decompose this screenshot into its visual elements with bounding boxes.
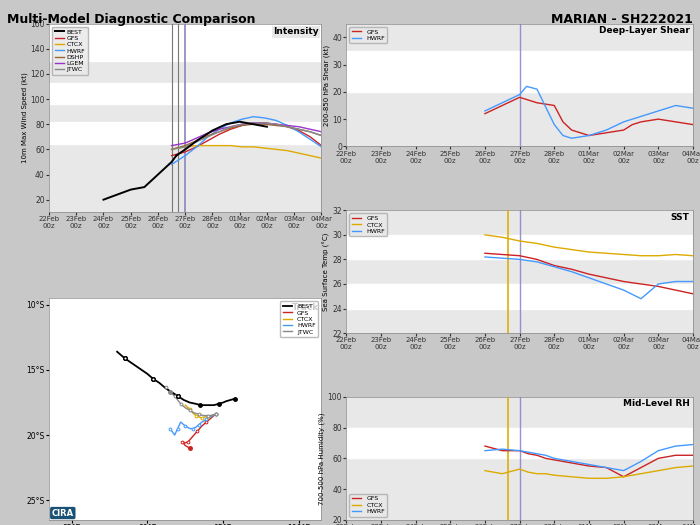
Bar: [49, 122, 321, 144]
Bar: [346, 428, 693, 458]
Bar: [49, 24, 321, 61]
Text: Multi-Model Diagnostic Comparison: Multi-Model Diagnostic Comparison: [7, 13, 256, 26]
Legend: GFS, HWRF: GFS, HWRF: [349, 27, 388, 44]
Text: Mid-Level RH: Mid-Level RH: [623, 400, 690, 408]
Y-axis label: 200-850 hPa Shear (kt): 200-850 hPa Shear (kt): [323, 45, 330, 125]
Text: MARIAN - SH222021: MARIAN - SH222021: [551, 13, 693, 26]
Text: Intensity: Intensity: [273, 27, 318, 36]
Bar: [346, 51, 693, 92]
Legend: GFS, CTCX, HWRF: GFS, CTCX, HWRF: [349, 494, 388, 517]
Text: CIRA: CIRA: [52, 509, 74, 518]
Y-axis label: 700-500 hPa Humidity (%): 700-500 hPa Humidity (%): [318, 412, 325, 505]
Bar: [346, 235, 693, 259]
Text: Track: Track: [291, 303, 318, 312]
Legend: BEST, GFS, CTCX, HWRF, DSHP, LGEM, JTWC: BEST, GFS, CTCX, HWRF, DSHP, LGEM, JTWC: [52, 27, 88, 75]
Legend: BEST, GFS, CTCX, HWRF, JTWC: BEST, GFS, CTCX, HWRF, JTWC: [280, 301, 318, 337]
Text: Deep-Layer Shear: Deep-Layer Shear: [598, 26, 690, 35]
Y-axis label: Sea Surface Temp (°C): Sea Surface Temp (°C): [322, 233, 330, 311]
Bar: [346, 284, 693, 309]
Legend: GFS, CTCX, HWRF: GFS, CTCX, HWRF: [349, 213, 388, 236]
Y-axis label: 10m Max Wind Speed (kt): 10m Max Wind Speed (kt): [21, 72, 27, 163]
Text: SST: SST: [671, 213, 690, 222]
Bar: [49, 83, 321, 104]
